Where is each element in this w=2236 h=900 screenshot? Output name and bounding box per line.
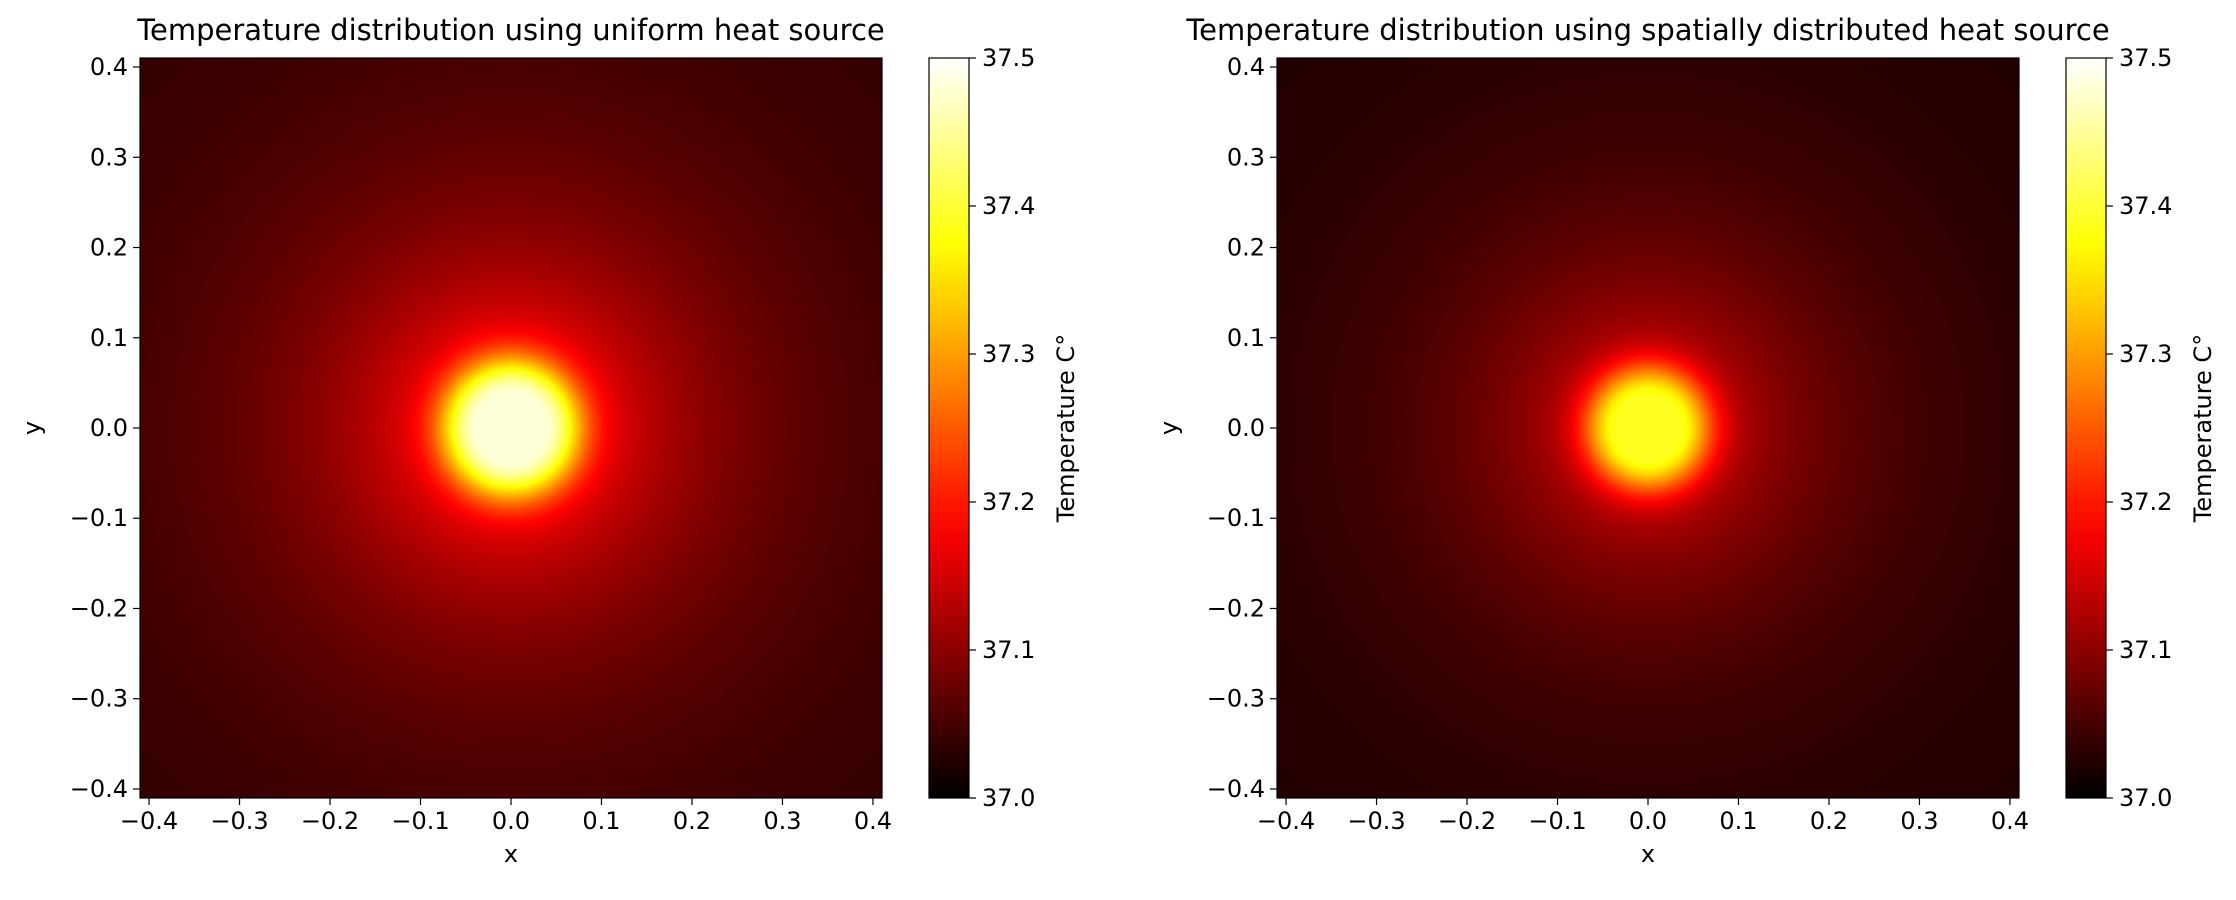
colorbar-tick-label: 37.5 — [2119, 44, 2172, 72]
y-tick-label: −0.4 — [1207, 775, 1265, 803]
x-tick-label: 0.2 — [673, 807, 711, 835]
y-tick-label: 0.0 — [1227, 414, 1265, 442]
x-tick-label: −0.3 — [210, 807, 268, 835]
x-tick-label: 0.1 — [1719, 807, 1757, 835]
y-tick-label: 0.4 — [90, 53, 128, 81]
y-tick-label: 0.2 — [1227, 234, 1265, 262]
x-tick-label: 0.0 — [492, 807, 530, 835]
y-tick-label: −0.3 — [70, 685, 128, 713]
x-tick-label: −0.2 — [1438, 807, 1496, 835]
colorbar-tick-label: 37.3 — [982, 340, 1035, 368]
colorbar-label: Temperature C° — [1052, 334, 1080, 523]
colorbar-tick-label: 37.2 — [982, 488, 1035, 516]
colorbar-tick-label: 37.3 — [2119, 340, 2172, 368]
heatmap-image — [1277, 58, 2019, 798]
x-tick-label: 0.3 — [1900, 807, 1938, 835]
y-tick-label: 0.2 — [90, 234, 128, 262]
right-heatmap-panel: −0.4 −0.3 −0.2 −0.1 0.0 0.1 0.2 0.3 0.4 −0.4 −0.3 −… — [1155, 13, 2217, 868]
x-axis-label: x — [1641, 840, 1655, 868]
colorbar-tick-label: 37.4 — [2119, 192, 2172, 220]
x-tick-label: −0.4 — [1257, 807, 1315, 835]
colorbar-tick-label: 37.1 — [2119, 636, 2172, 664]
colorbar-tick-label: 37.2 — [2119, 488, 2172, 516]
x-tick-label: −0.1 — [1528, 807, 1586, 835]
x-tick-label: 0.4 — [854, 807, 892, 835]
y-axis-label: y — [18, 421, 46, 435]
y-tick-label: −0.4 — [70, 775, 128, 803]
colorbar-tick-label: 37.1 — [982, 636, 1035, 664]
colorbar — [928, 57, 970, 799]
colorbar-tick-label: 37.0 — [2119, 784, 2172, 812]
x-tick-label: 0.2 — [1810, 807, 1848, 835]
y-tick-label: −0.1 — [1207, 504, 1265, 532]
chart-title: Temperature distribution using uniform h… — [136, 13, 885, 47]
x-tick-label: −0.3 — [1347, 807, 1405, 835]
y-tick-label: 0.3 — [1227, 143, 1265, 171]
y-tick-label: 0.4 — [1227, 53, 1265, 81]
y-tick-label: 0.1 — [90, 324, 128, 352]
colorbar — [2065, 57, 2107, 799]
colorbar-tick-label: 37.0 — [982, 784, 1035, 812]
y-tick-label: 0.1 — [1227, 324, 1265, 352]
chart-title: Temperature distribution using spatially… — [1185, 13, 2109, 47]
left-heatmap-panel: −0.4 −0.3 −0.2 −0.1 0.0 0.1 0.2 0.3 0.4 −0.4 −0.3 −… — [18, 13, 1080, 868]
x-tick-label: 0.4 — [1991, 807, 2029, 835]
y-tick-label: 0.0 — [90, 414, 128, 442]
y-tick-label: −0.3 — [1207, 685, 1265, 713]
y-tick-label: −0.1 — [70, 504, 128, 532]
colorbar-tick-label: 37.4 — [982, 192, 1035, 220]
x-tick-label: 0.0 — [1629, 807, 1667, 835]
y-axis-label: y — [1155, 421, 1183, 435]
y-tick-label: 0.3 — [90, 143, 128, 171]
x-tick-label: −0.1 — [391, 807, 449, 835]
x-axis-label: x — [504, 840, 518, 868]
heatmap-image — [140, 58, 882, 798]
x-tick-label: 0.1 — [582, 807, 620, 835]
colorbar-tick-label: 37.5 — [982, 44, 1035, 72]
x-tick-label: 0.3 — [763, 807, 801, 835]
x-tick-label: −0.2 — [301, 807, 359, 835]
y-tick-label: −0.2 — [70, 594, 128, 622]
colorbar-label: Temperature C° — [2189, 334, 2217, 523]
y-tick-label: −0.2 — [1207, 594, 1265, 622]
x-tick-label: −0.4 — [120, 807, 178, 835]
